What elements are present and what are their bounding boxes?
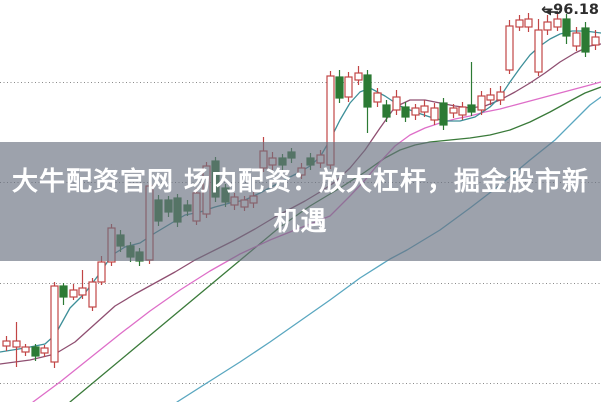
left-arrow-icon: ← — [541, 2, 554, 18]
banner-title-line1: 大牛配资官网 场内配资：放大杠杆，掘金股市新 — [11, 166, 590, 197]
banner-title-line2: 机遇 — [273, 206, 328, 237]
title-banner: 大牛配资官网 场内配资：放大杠杆，掘金股市新 机遇 — [0, 142, 601, 261]
price-annotation: ←96.18 — [541, 1, 599, 19]
price-annotation-value: 96.18 — [553, 2, 600, 18]
